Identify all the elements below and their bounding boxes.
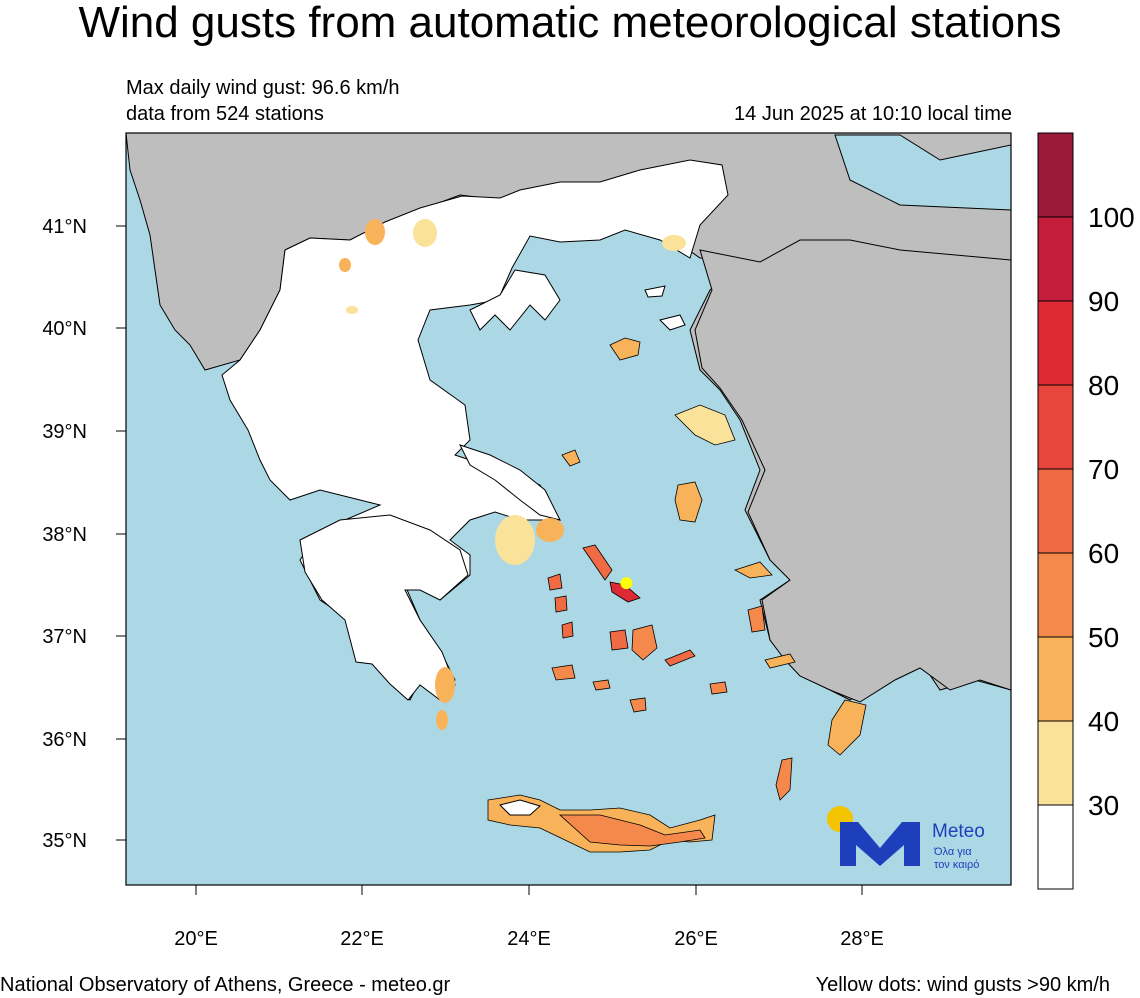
island-imvros <box>644 285 666 298</box>
land-turkey <box>694 239 1011 703</box>
lon-tick-label: 24°E <box>507 928 551 950</box>
colorbar-segment <box>1037 384 1074 470</box>
colorbar-segment <box>1037 720 1074 806</box>
lon-tick-label: 28°E <box>840 928 884 950</box>
colorbar-label: 100 <box>1088 202 1135 233</box>
island-serifos <box>554 595 568 613</box>
island-astypalaia <box>709 681 728 695</box>
max-gust-text: Max daily wind gust: 96.6 km/h <box>126 77 400 99</box>
colorbar-label: 80 <box>1088 370 1120 401</box>
gust-patch <box>662 235 686 251</box>
station-count-text: data from 524 stations <box>126 103 324 125</box>
gust-patch <box>365 219 385 245</box>
gust-over-90-dot <box>620 577 633 590</box>
colorbar-segment <box>1037 552 1074 638</box>
gust-patch <box>413 219 437 247</box>
island-karpathos <box>775 757 793 801</box>
colorbar <box>1037 132 1074 890</box>
crete-gust-core <box>558 814 706 847</box>
lon-tick-marks <box>195 885 863 895</box>
logo-tagline-2: τον καιρό <box>934 859 979 871</box>
footer-credit: National Observatory of Athens, Greece -… <box>0 974 451 996</box>
lat-tick-label: 38°N <box>42 524 87 546</box>
logo-tagline-1: Όλα για <box>933 846 972 858</box>
island-andros <box>582 544 613 581</box>
colorbar-segment <box>1037 468 1074 554</box>
colorbar-label: 70 <box>1088 454 1120 485</box>
lat-tick-marks <box>116 225 126 841</box>
lat-tick-label: 41°N <box>42 216 87 238</box>
logo-brand-text: Meteo <box>932 821 985 842</box>
gust-patch <box>495 515 535 565</box>
island-kos <box>764 653 796 669</box>
colorbar-segment <box>1037 132 1074 218</box>
gust-patch <box>536 518 564 542</box>
colorbar-label: 50 <box>1088 622 1120 653</box>
colorbar-segment <box>1037 636 1074 722</box>
island-thasos-samothrace <box>609 337 641 361</box>
colorbar-segment <box>1037 804 1074 890</box>
colorbar-label: 30 <box>1088 790 1120 821</box>
meteo-m-icon <box>840 822 920 866</box>
island-leros-patmos <box>747 605 766 633</box>
island-samos <box>733 561 773 579</box>
footer-legend-note: Yellow dots: wind gusts >90 km/h <box>815 974 1110 996</box>
map-area <box>126 133 1011 885</box>
lon-tick-labels: 20°E 22°E 24°E 26°E 28°E <box>174 928 884 950</box>
colorbar-segment <box>1037 300 1074 386</box>
colorbar-segment <box>1037 216 1074 302</box>
colorbar-label: 40 <box>1088 706 1120 737</box>
island-rhodes <box>827 699 867 756</box>
meteo-logo: Meteo Όλα για τον καιρό <box>827 806 985 871</box>
lat-tick-label: 37°N <box>42 626 87 648</box>
island-amorgos <box>664 649 696 667</box>
lat-tick-label: 36°N <box>42 729 87 751</box>
island-paros <box>609 629 629 651</box>
colorbar-label: 60 <box>1088 538 1120 569</box>
island-kea <box>547 573 563 591</box>
timestamp-text: 14 Jun 2025 at 10:10 local time <box>734 103 1012 125</box>
island-santorini <box>629 697 647 713</box>
page-title: Wind gusts from automatic meteorological… <box>78 0 1062 47</box>
island-skiathos <box>561 449 581 467</box>
island-naxos <box>631 624 658 661</box>
island-milos <box>551 664 576 681</box>
lon-tick-label: 26°E <box>674 928 718 950</box>
island-sifnos <box>561 621 574 639</box>
lat-tick-label: 39°N <box>42 421 87 443</box>
lat-tick-labels: 41°N 40°N 39°N 38°N 37°N 36°N 35°N <box>42 216 87 852</box>
map-frame <box>125 132 1012 886</box>
land-chalkidiki <box>469 269 561 331</box>
lon-tick-label: 20°E <box>174 928 218 950</box>
lon-tick-label: 22°E <box>340 928 384 950</box>
land-euboea <box>459 444 561 521</box>
colorbar-label: 90 <box>1088 286 1120 317</box>
island-lemnos <box>659 314 686 331</box>
lat-tick-label: 35°N <box>42 830 87 852</box>
gust-patch <box>436 710 448 730</box>
lat-tick-label: 40°N <box>42 318 87 340</box>
crete-calm-area <box>499 799 541 816</box>
gust-patch <box>435 667 455 703</box>
gust-patch <box>346 306 358 314</box>
island-ios <box>592 679 611 691</box>
island-lesvos <box>674 404 736 446</box>
island-chios <box>674 481 703 523</box>
gust-patch <box>339 258 351 272</box>
